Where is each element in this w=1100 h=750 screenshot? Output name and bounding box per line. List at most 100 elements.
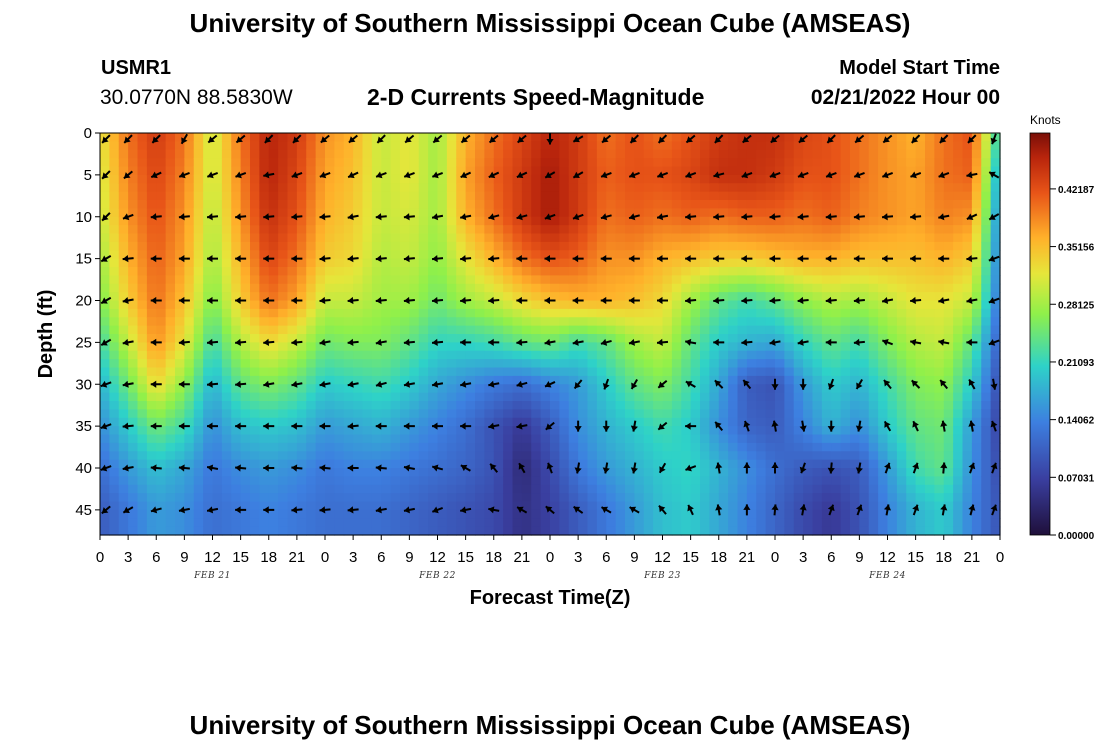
speed-cell (859, 141, 870, 151)
speed-cell (925, 292, 935, 302)
speed-cell (325, 191, 335, 201)
speed-cell (381, 401, 392, 410)
speed-cell (306, 292, 317, 302)
speed-cell (709, 166, 720, 176)
speed-cell (737, 468, 748, 477)
speed-cell (700, 216, 710, 226)
speed-cell (653, 459, 664, 469)
speed-cell (831, 401, 842, 410)
speed-cell (203, 133, 214, 142)
speed-cell (971, 359, 982, 369)
speed-cell (128, 334, 139, 343)
speed-cell (840, 149, 851, 159)
speed-cell (531, 459, 542, 469)
speed-cell (756, 267, 767, 276)
speed-cell (118, 526, 129, 536)
speed-cell (184, 308, 195, 318)
speed-cell (718, 367, 729, 377)
speed-cell (915, 375, 926, 385)
speed-cell (831, 334, 842, 343)
speed-cell (878, 133, 889, 142)
speed-cell (643, 216, 654, 226)
speed-cell (362, 484, 373, 494)
speed-cell (493, 292, 504, 302)
speed-cell (493, 133, 504, 142)
current-vector (150, 213, 162, 221)
speed-cell (700, 367, 710, 377)
speed-cell (240, 308, 251, 318)
speed-cell (793, 216, 804, 226)
speed-cell (137, 426, 148, 436)
speed-cell (671, 225, 682, 235)
speed-cell (568, 409, 579, 419)
speed-cell (568, 417, 579, 427)
speed-cell (418, 493, 429, 503)
speed-cell (540, 392, 551, 402)
speed-cell (334, 409, 345, 419)
speed-cell (925, 342, 935, 352)
speed-cell (962, 275, 973, 285)
speed-cell (896, 468, 907, 477)
speed-cell (953, 501, 964, 511)
speed-cell (381, 267, 392, 276)
speed-cell (165, 158, 176, 168)
speed-cell (925, 501, 935, 511)
speed-cell (728, 509, 739, 519)
speed-cell (325, 501, 335, 511)
speed-cell (137, 258, 148, 268)
speed-cell (925, 334, 935, 343)
speed-cell (343, 267, 354, 276)
speed-cell (446, 518, 457, 528)
speed-cell (634, 501, 645, 511)
speed-cell (184, 350, 195, 360)
speed-cell (765, 250, 776, 260)
speed-cell (109, 375, 120, 385)
speed-cell (878, 334, 889, 343)
speed-cell (775, 459, 785, 469)
speed-cell (671, 451, 682, 461)
speed-cell (681, 225, 692, 235)
speed-cell (456, 459, 467, 469)
speed-cell (568, 334, 579, 343)
speed-cell (287, 308, 298, 318)
speed-cell (709, 267, 720, 276)
speed-cell (550, 183, 560, 193)
speed-cell (568, 233, 579, 243)
speed-cell (540, 459, 551, 469)
speed-cell (859, 451, 870, 461)
speed-cell (615, 149, 626, 159)
x-tick-label: 15 (457, 549, 474, 566)
speed-cell (962, 174, 973, 184)
speed-cell (250, 426, 260, 436)
speed-cell (390, 476, 401, 486)
speed-cell (428, 208, 439, 218)
speed-cell (212, 225, 223, 235)
speed-cell (212, 434, 223, 444)
current-vector (151, 134, 161, 144)
speed-cell (681, 166, 692, 176)
speed-cell (971, 183, 982, 193)
speed-cell (137, 401, 148, 410)
speed-cell (643, 451, 654, 461)
speed-cell (568, 526, 579, 536)
speed-cell (418, 275, 429, 285)
speed-cell (812, 191, 823, 201)
speed-cell (268, 166, 279, 176)
speed-cell (278, 292, 289, 302)
speed-cell (559, 216, 570, 226)
speed-cell (109, 308, 120, 318)
speed-cell (240, 392, 251, 402)
speed-cell (259, 292, 270, 302)
speed-cell (775, 401, 785, 410)
speed-cell (812, 509, 823, 519)
speed-cell (953, 267, 964, 276)
speed-cell (831, 267, 842, 276)
speed-cell (990, 375, 1001, 385)
speed-cell (868, 141, 879, 151)
speed-cell (418, 417, 429, 427)
speed-cell (390, 133, 401, 142)
speed-cell (906, 442, 917, 452)
speed-cell (521, 468, 532, 477)
speed-cell (362, 200, 373, 209)
speed-cell (587, 434, 598, 444)
